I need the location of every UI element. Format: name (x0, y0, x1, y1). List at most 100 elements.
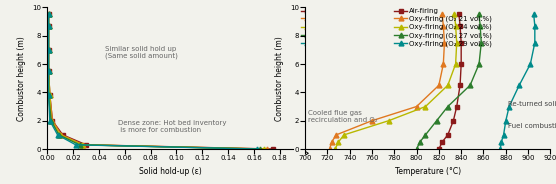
Oxy-firing (O₂ 27 vol.%) (45, 13, 52, 16)
Oxy-firing (O₂ 27 vol.%) (56, 134, 62, 136)
Air-firing (456, 25, 463, 27)
Line: Oxy-firing (O₂ 24 vol.%): Oxy-firing (O₂ 24 vol.%) (46, 12, 267, 151)
Line: Oxy-firing (O₂ 21 vol.%): Oxy-firing (O₂ 21 vol.%) (327, 12, 447, 151)
Oxy-firing (O₂ 24 vol.%) (453, 42, 460, 44)
Oxy-firing (O₂ 21 vol.%) (329, 141, 335, 143)
Oxy-firing (O₂ 29 vol.%) (45, 94, 52, 96)
Oxy-firing (O₂ 24 vol.%) (452, 25, 459, 27)
Air-firing (455, 13, 462, 16)
Oxy-firing (O₂ 24 vol.%) (422, 105, 429, 108)
Air-firing (458, 42, 464, 44)
Legend: Air-firing, Oxy-firing (O₂ 21 vol.%), Oxy-firing (O₂ 24 vol.%), Oxy-firing (O₂ 2: Air-firing, Oxy-firing (O₂ 21 vol.%), Ox… (394, 8, 492, 47)
Line: Oxy-firing (O₂ 21 vol.%): Oxy-firing (O₂ 21 vol.%) (46, 12, 269, 151)
Oxy-firing (O₂ 21 vol.%) (326, 148, 333, 150)
Y-axis label: Combustor height (m): Combustor height (m) (17, 36, 27, 121)
Oxy-firing (O₂ 27 vol.%) (444, 105, 451, 108)
Line: Air-firing: Air-firing (436, 12, 464, 151)
Air-firing (456, 84, 463, 86)
Air-firing (270, 148, 277, 150)
Oxy-firing (O₂ 29 vol.%) (45, 25, 52, 27)
Oxy-firing (O₂ 24 vol.%) (79, 144, 86, 146)
Oxy-firing (O₂ 29 vol.%) (532, 25, 538, 27)
Oxy-firing (O₂ 21 vol.%) (45, 25, 52, 27)
Oxy-firing (O₂ 21 vol.%) (45, 49, 52, 51)
Oxy-firing (O₂ 27 vol.%) (413, 148, 420, 150)
Oxy-firing (O₂ 21 vol.%) (333, 134, 340, 136)
Oxy-firing (O₂ 24 vol.%) (45, 49, 52, 51)
Line: Oxy-firing (O₂ 24 vol.%): Oxy-firing (O₂ 24 vol.%) (332, 12, 459, 151)
Oxy-firing (O₂ 21 vol.%) (80, 144, 87, 146)
Oxy-firing (O₂ 29 vol.%) (532, 42, 538, 44)
Oxy-firing (O₂ 24 vol.%) (452, 63, 459, 65)
Air-firing (450, 120, 456, 122)
Oxy-firing (O₂ 29 vol.%) (498, 141, 505, 143)
Text: Re-turned solid: Re-turned solid (508, 101, 556, 107)
Oxy-firing (O₂ 29 vol.%) (500, 134, 507, 136)
Oxy-firing (O₂ 21 vol.%) (264, 148, 270, 150)
Oxy-firing (O₂ 21 vol.%) (440, 63, 446, 65)
Oxy-firing (O₂ 27 vol.%) (45, 25, 52, 27)
Oxy-firing (O₂ 24 vol.%) (47, 94, 53, 96)
Oxy-firing (O₂ 24 vol.%) (332, 148, 339, 150)
Oxy-firing (O₂ 29 vol.%) (47, 120, 53, 122)
X-axis label: Temperature (°C): Temperature (°C) (395, 167, 461, 176)
Oxy-firing (O₂ 29 vol.%) (54, 134, 61, 136)
Line: Air-firing: Air-firing (46, 12, 276, 151)
Oxy-firing (O₂ 27 vol.%) (45, 49, 52, 51)
Air-firing (453, 105, 460, 108)
Oxy-firing (O₂ 24 vol.%) (48, 120, 54, 122)
Oxy-firing (O₂ 27 vol.%) (476, 13, 483, 16)
Oxy-firing (O₂ 29 vol.%) (253, 148, 260, 150)
Air-firing (444, 134, 451, 136)
Line: Oxy-firing (O₂ 29 vol.%): Oxy-firing (O₂ 29 vol.%) (46, 12, 259, 151)
Oxy-firing (O₂ 24 vol.%) (385, 120, 392, 122)
Oxy-firing (O₂ 27 vol.%) (416, 141, 423, 143)
Oxy-firing (O₂ 21 vol.%) (45, 70, 52, 72)
Oxy-firing (O₂ 29 vol.%) (516, 84, 523, 86)
Oxy-firing (O₂ 27 vol.%) (478, 42, 485, 44)
Air-firing (458, 63, 464, 65)
Oxy-firing (O₂ 27 vol.%) (48, 120, 54, 122)
Oxy-firing (O₂ 27 vol.%) (422, 134, 429, 136)
Line: Oxy-firing (O₂ 29 vol.%): Oxy-firing (O₂ 29 vol.%) (498, 12, 537, 151)
Line: Oxy-firing (O₂ 27 vol.%): Oxy-firing (O₂ 27 vol.%) (414, 12, 484, 151)
Oxy-firing (O₂ 29 vol.%) (45, 70, 52, 72)
Oxy-firing (O₂ 21 vol.%) (58, 134, 65, 136)
Oxy-firing (O₂ 24 vol.%) (57, 134, 63, 136)
Oxy-firing (O₂ 24 vol.%) (45, 70, 52, 72)
Oxy-firing (O₂ 27 vol.%) (476, 63, 483, 65)
Oxy-firing (O₂ 24 vol.%) (444, 84, 451, 86)
Air-firing (45, 13, 52, 16)
Oxy-firing (O₂ 29 vol.%) (530, 13, 537, 16)
Oxy-firing (O₂ 27 vol.%) (45, 70, 52, 72)
Y-axis label: Combustor height (m): Combustor height (m) (275, 36, 284, 121)
Air-firing (435, 148, 442, 150)
Oxy-firing (O₂ 29 vol.%) (497, 148, 504, 150)
X-axis label: Solid hold-up (ε): Solid hold-up (ε) (138, 167, 201, 176)
Oxy-firing (O₂ 21 vol.%) (439, 13, 445, 16)
Air-firing (83, 144, 90, 146)
Oxy-firing (O₂ 27 vol.%) (477, 25, 484, 27)
Oxy-firing (O₂ 27 vol.%) (433, 120, 440, 122)
Oxy-firing (O₂ 24 vol.%) (451, 13, 458, 16)
Oxy-firing (O₂ 24 vol.%) (45, 13, 52, 16)
Oxy-firing (O₂ 27 vol.%) (467, 84, 474, 86)
Legend: Air-firing, Oxy-firing (O₂ 21 vol.%), Oxy-firing (O₂ 24 vol.%), Oxy-firing (O₂ 2: Air-firing, Oxy-firing (O₂ 21 vol.%), Ox… (301, 8, 399, 47)
Air-firing (59, 134, 66, 136)
Oxy-firing (O₂ 21 vol.%) (45, 13, 52, 16)
Text: Fuel combustion: Fuel combustion (508, 123, 556, 129)
Oxy-firing (O₂ 27 vol.%) (45, 94, 52, 96)
Oxy-firing (O₂ 21 vol.%) (413, 105, 420, 108)
Oxy-firing (O₂ 21 vol.%) (369, 120, 375, 122)
Air-firing (45, 49, 52, 51)
Oxy-firing (O₂ 29 vol.%) (45, 49, 52, 51)
Oxy-firing (O₂ 29 vol.%) (503, 120, 509, 122)
Oxy-firing (O₂ 27 vol.%) (257, 148, 264, 150)
Oxy-firing (O₂ 24 vol.%) (341, 134, 348, 136)
Air-firing (45, 25, 52, 27)
Text: Similar solid hold up
(Same solid amount): Similar solid hold up (Same solid amount… (106, 46, 178, 59)
Oxy-firing (O₂ 29 vol.%) (72, 144, 79, 146)
Oxy-firing (O₂ 21 vol.%) (435, 84, 442, 86)
Air-firing (47, 94, 53, 96)
Oxy-firing (O₂ 29 vol.%) (506, 105, 513, 108)
